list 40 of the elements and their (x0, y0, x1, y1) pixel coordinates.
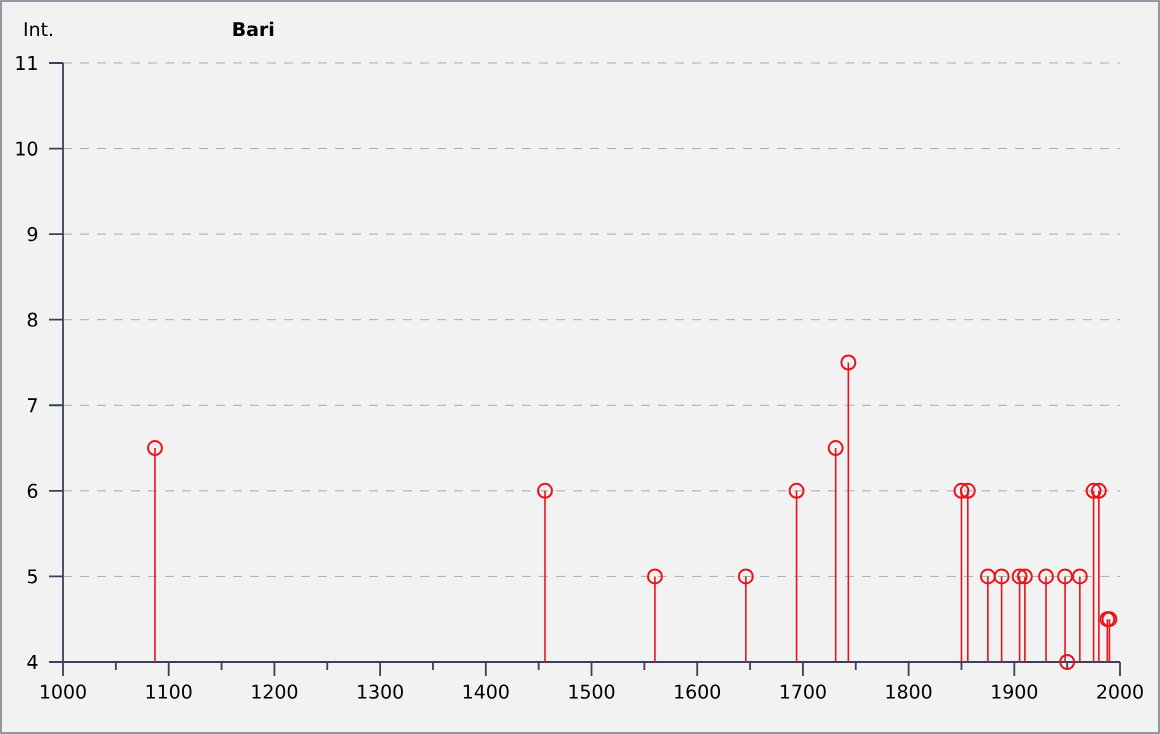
x-tick-label: 1800 (886, 684, 932, 699)
point (537, 482, 553, 499)
x-tick-label: 1700 (780, 684, 826, 699)
x-tick-label: 1900 (992, 684, 1038, 699)
y-tick-label: 10 (16, 141, 38, 156)
point (827, 440, 844, 457)
y-tick-label: 11 (16, 56, 37, 70)
y-tick-label: 8 (27, 312, 38, 327)
y-tick-label: 7 (28, 398, 37, 413)
y-axis-title: Int. (24, 22, 52, 37)
point (993, 568, 1010, 585)
x-tick-label: 1100 (146, 684, 192, 699)
point (840, 354, 857, 371)
y-tick-label: 9 (27, 226, 38, 242)
point (979, 568, 996, 585)
point (1057, 568, 1074, 585)
point (959, 482, 976, 499)
x-tick-label: 1300 (358, 684, 403, 699)
point (1016, 568, 1033, 585)
point (646, 568, 663, 585)
point (953, 482, 970, 499)
y-tick-label: 6 (27, 483, 38, 498)
x-tick-label: 1600 (675, 684, 721, 699)
x-tick-label: 1500 (569, 684, 615, 699)
x-tick-label: 2000 (1097, 684, 1143, 699)
x-tick-label: 1000 (41, 684, 86, 699)
x-tick-label: 1200 (252, 684, 298, 699)
y-tick-label: 5 (27, 569, 37, 584)
point (737, 568, 754, 585)
x-tick-label: 1400 (463, 684, 509, 699)
chart-title: Bari (233, 21, 274, 37)
point (788, 482, 805, 499)
point (1059, 653, 1076, 670)
y-tick-label: 4 (27, 655, 38, 669)
point (1085, 482, 1102, 499)
point (1071, 568, 1088, 585)
point (1090, 482, 1107, 499)
point (1011, 568, 1028, 585)
point (146, 440, 163, 457)
point (1038, 568, 1055, 585)
